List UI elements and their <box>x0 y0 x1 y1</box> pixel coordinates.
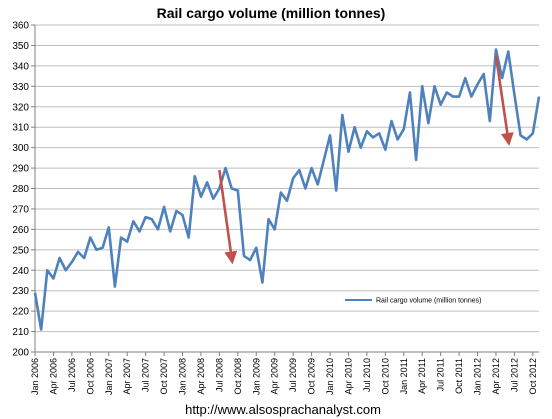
annotation-arrow <box>494 55 514 146</box>
x-tick-label: Oct 2011 <box>454 358 464 394</box>
x-tick-label: Jul 2008 <box>214 358 224 392</box>
x-tick-label: Jan 2009 <box>251 358 261 395</box>
x-tick-label: Oct 2008 <box>233 358 243 395</box>
y-tick-label: 330 <box>12 82 29 93</box>
series-group <box>33 48 541 331</box>
legend-label: Rail cargo volume (million tonnes) <box>376 298 481 305</box>
x-tick-label: Jul 2012 <box>509 358 519 392</box>
x-tick-label: Oct 2007 <box>159 358 169 395</box>
y-tick-label: 240 <box>12 266 29 277</box>
y-tick-label: 270 <box>12 204 29 215</box>
x-tick-label: Apr 2009 <box>270 358 280 395</box>
x-tick-label: Jul 2006 <box>67 358 77 392</box>
x-tick-label: Oct 2006 <box>85 358 95 395</box>
x-tick-label: Apr 2007 <box>122 358 132 395</box>
y-tick-label: 200 <box>12 348 29 359</box>
x-tick-label: Jan 2010 <box>325 358 335 395</box>
x-tick-label: Jan 2012 <box>473 358 483 395</box>
annotation-arrow <box>218 169 238 265</box>
y-tick-label: 250 <box>12 245 29 256</box>
x-tick-label: Apr 2011 <box>417 358 427 394</box>
footer-url: http://www.alsosprachanalyst.com <box>185 402 381 417</box>
y-tick-label: 300 <box>12 143 29 154</box>
x-tick-label: Jan 2006 <box>30 358 40 395</box>
x-tick-label: Oct 2010 <box>380 358 390 395</box>
x-axis: Jan 2006 Apr 2006 Jul 2006 Oct 2006 Jan 2007… <box>30 351 539 395</box>
chart-title: Rail cargo volume (million tonnes) <box>157 5 386 21</box>
y-tick-label: 290 <box>12 164 29 175</box>
y-tick-label: 320 <box>12 102 29 113</box>
x-tick-label: Oct 2009 <box>307 358 317 395</box>
x-tick-label: Apr 2008 <box>196 358 206 395</box>
y-tick-label: 350 <box>12 41 29 52</box>
y-tick-label: 220 <box>12 307 29 318</box>
legend: Rail cargo volume (million tonnes) <box>345 298 481 305</box>
y-tick-label: 360 <box>12 21 29 32</box>
x-tick-label: Jul 2010 <box>362 358 372 392</box>
y-tick-label: 340 <box>12 61 29 72</box>
x-tick-label: Jul 2009 <box>288 358 298 392</box>
x-tick-label: Jan 2011 <box>399 358 409 394</box>
y-tick-label: 280 <box>12 184 29 195</box>
annotations <box>218 55 514 265</box>
x-tick-label: Oct 2012 <box>528 358 538 395</box>
y-tick-label: 210 <box>12 327 29 338</box>
x-tick-label: Apr 2012 <box>491 358 501 395</box>
y-tick-label: 310 <box>12 123 29 134</box>
x-tick-label: Jul 2011 <box>436 358 446 391</box>
x-tick-label: Jul 2007 <box>141 358 151 392</box>
x-tick-label: Apr 2010 <box>343 358 353 395</box>
y-tick-label: 260 <box>12 225 29 236</box>
x-tick-label: Apr 2006 <box>48 358 58 395</box>
x-tick-label: Jan 2008 <box>178 358 188 395</box>
y-tick-label: 230 <box>12 286 29 297</box>
x-tick-label: Jan 2007 <box>104 358 114 395</box>
y-axis: 200 210 220 230 240 250 260 270 280 290 300 310 320 3… <box>12 21 36 359</box>
series-line <box>33 48 541 331</box>
